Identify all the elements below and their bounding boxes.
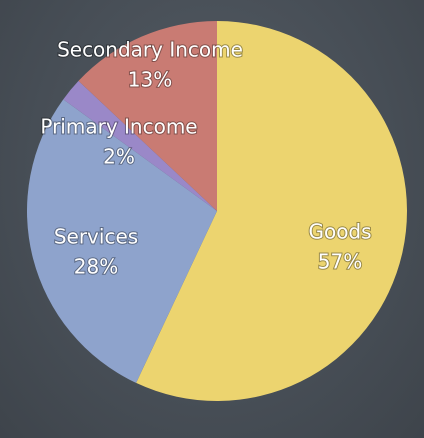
slice-value-label: 28% [74, 255, 118, 279]
slice-value-label: 13% [128, 68, 172, 92]
slice-label: Primary Income [40, 115, 197, 139]
slice-label: Services [54, 225, 138, 249]
pie-slice [63, 80, 217, 211]
pie-slice [136, 21, 407, 402]
slice-value-label: 57% [318, 250, 362, 274]
slice-value-label: 2% [103, 145, 135, 169]
slice-label: Goods [308, 220, 371, 244]
slice-label: Secondary Income [57, 38, 243, 62]
pie-slice [27, 99, 218, 383]
pie-slice [78, 21, 217, 211]
